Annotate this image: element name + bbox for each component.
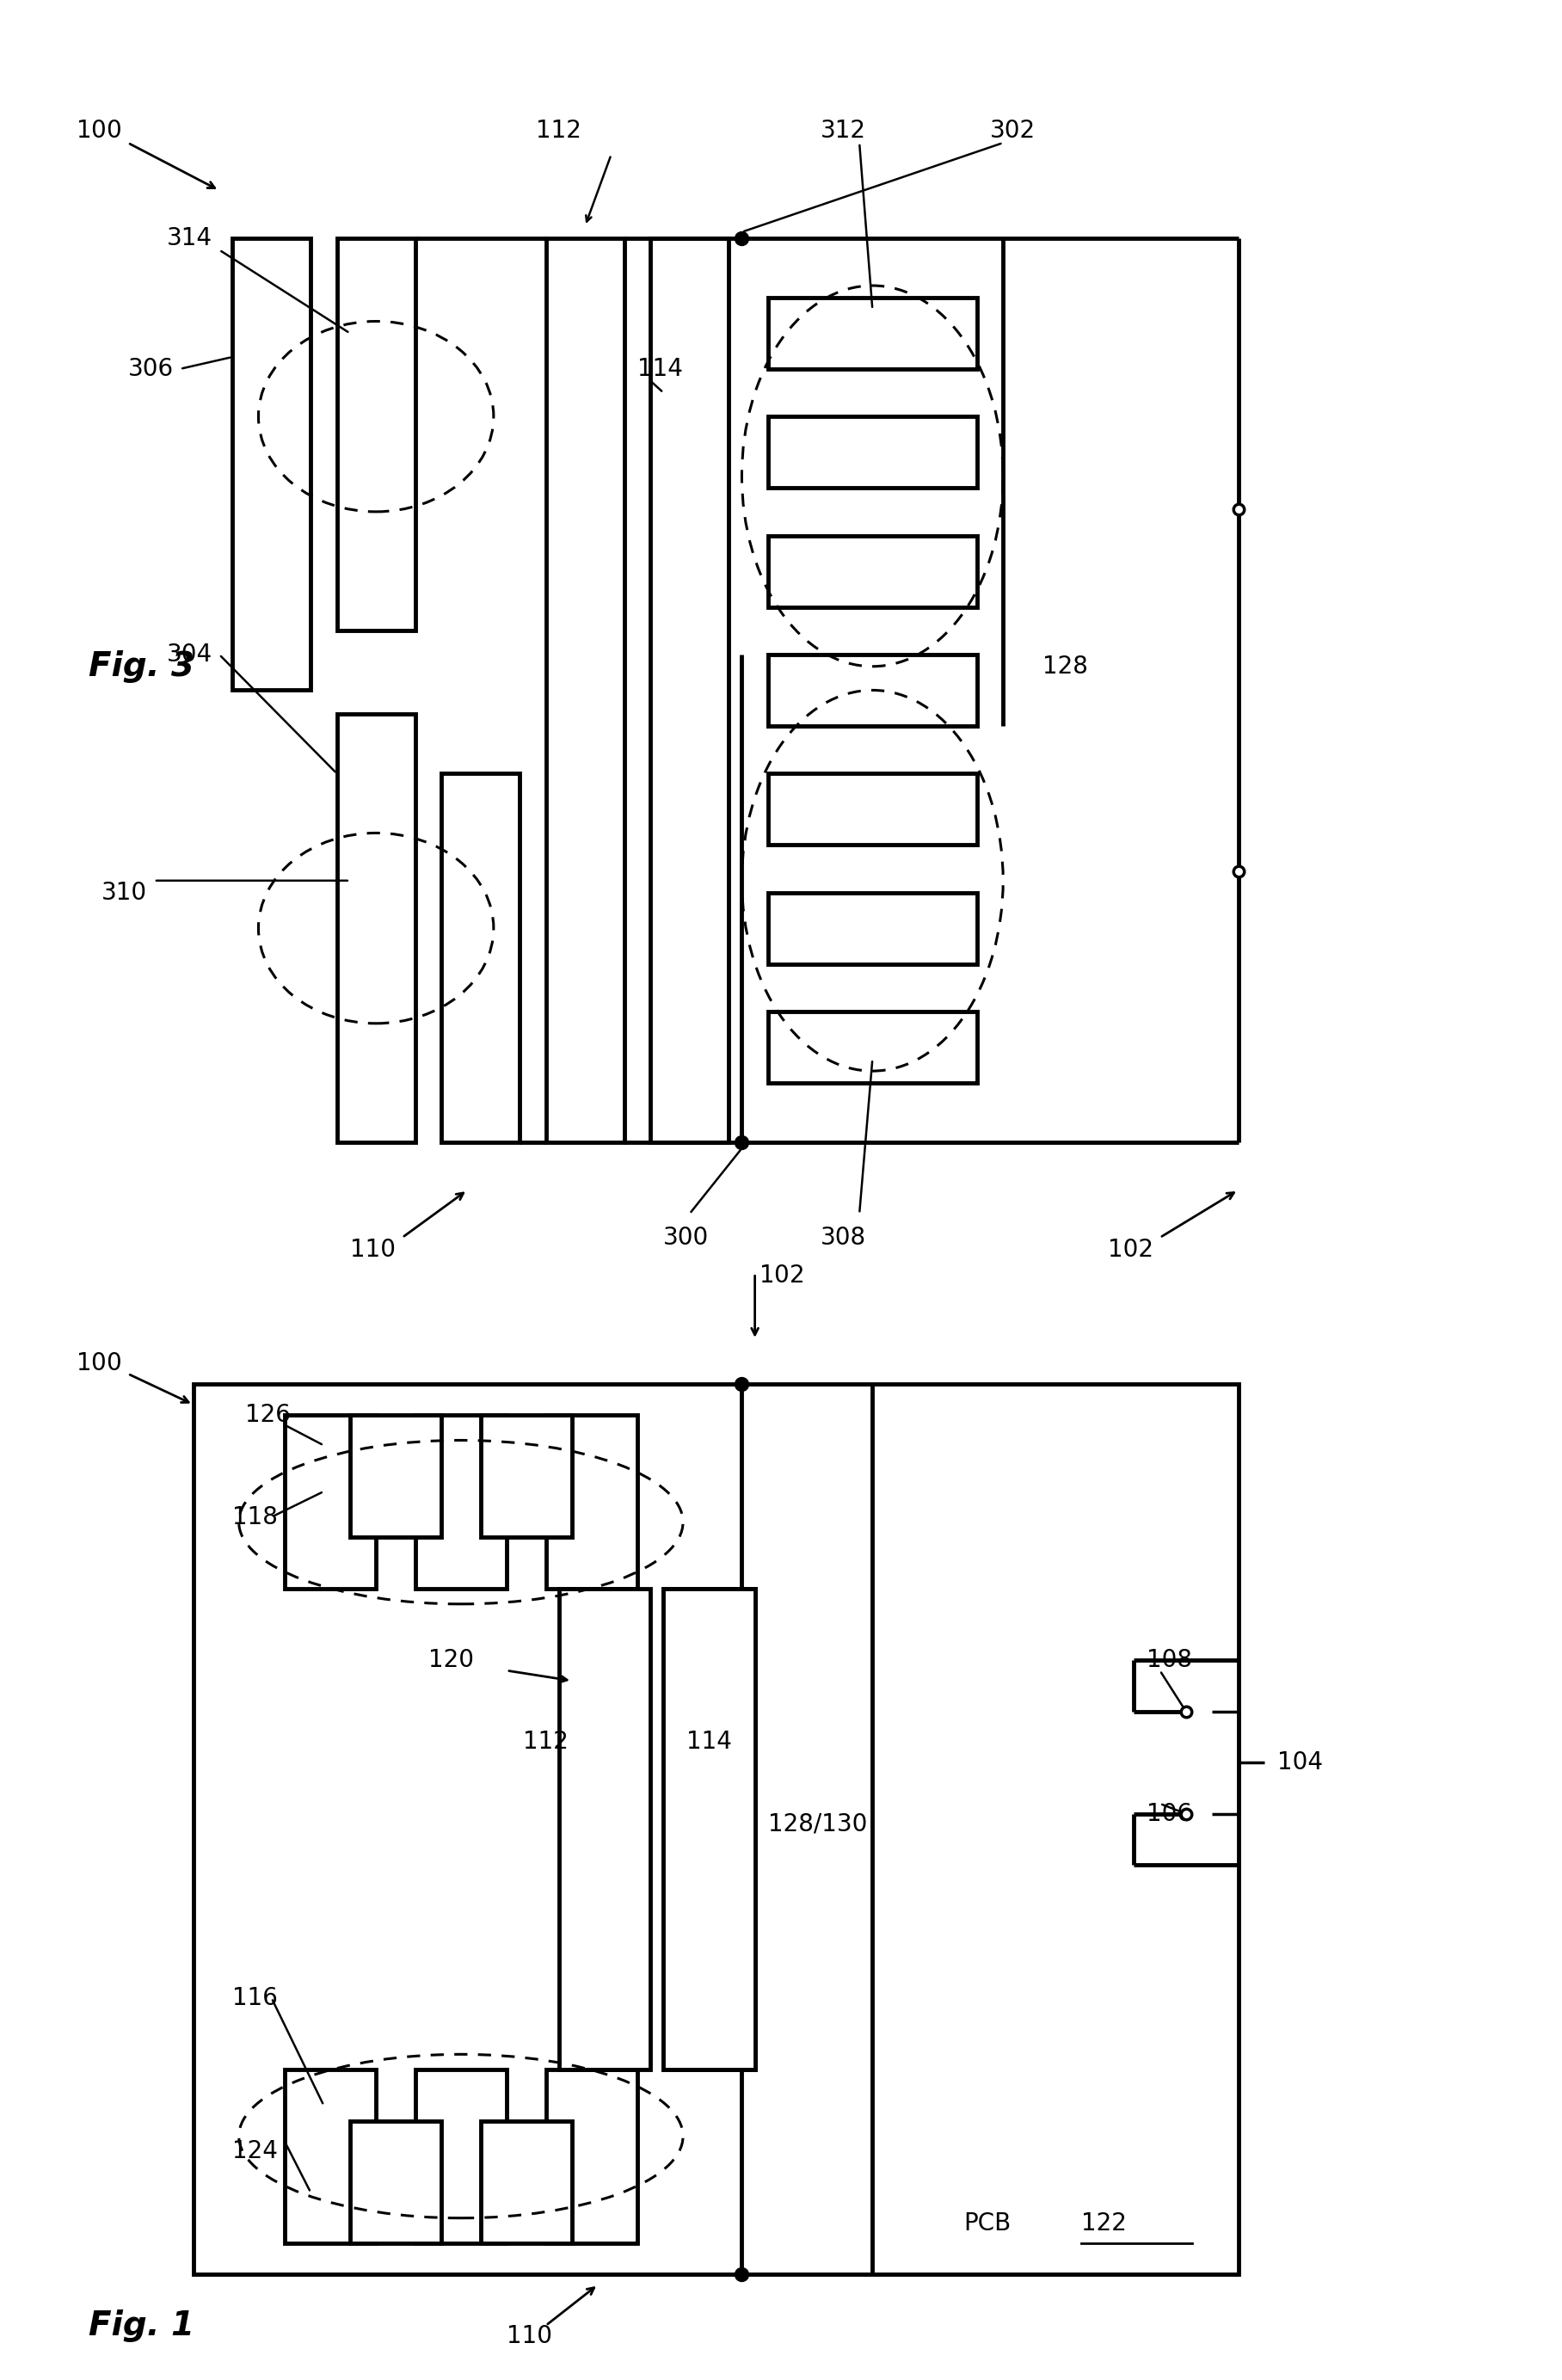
Text: 314: 314	[167, 226, 212, 250]
Text: 112: 112	[523, 1730, 569, 1754]
Text: 110: 110	[506, 2323, 553, 2347]
Bar	[769, 774, 976, 845]
Bar	[769, 536, 976, 607]
Bar	[769, 1011, 976, 1083]
Bar	[415, 2071, 506, 2244]
Text: 114: 114	[637, 357, 683, 381]
Bar	[545, 1414, 637, 1590]
Text: 128/130: 128/130	[769, 1811, 867, 1835]
Text: 300: 300	[664, 1226, 709, 1250]
Text: PCB: PCB	[964, 2211, 1012, 2235]
Bar	[194, 1383, 1239, 2275]
Text: Fig. 3: Fig. 3	[89, 650, 194, 683]
Text: 120: 120	[428, 1649, 473, 1673]
Bar	[337, 238, 415, 631]
Text: 310: 310	[102, 881, 147, 904]
Bar	[350, 1414, 442, 1537]
Bar	[350, 2121, 442, 2244]
Bar	[233, 238, 311, 690]
Bar	[769, 416, 976, 488]
Bar	[664, 1590, 754, 2071]
Bar	[415, 1414, 506, 1590]
Text: 312: 312	[820, 119, 865, 143]
Text: $\mathsf{100}$: $\mathsf{100}$	[75, 1352, 122, 1376]
Text: 106: 106	[1147, 1802, 1192, 1825]
Bar	[284, 2071, 376, 2244]
Bar	[337, 714, 415, 1142]
Text: 118: 118	[233, 1504, 278, 1528]
Text: 110: 110	[350, 1238, 395, 1261]
Text: 116: 116	[233, 1985, 278, 2011]
Text: 306: 306	[128, 357, 173, 381]
Bar	[284, 1414, 376, 1590]
Bar	[442, 774, 520, 1142]
Bar	[769, 892, 976, 964]
Text: 122: 122	[1081, 2211, 1126, 2235]
Text: 102: 102	[1107, 1238, 1153, 1261]
Bar	[545, 238, 625, 1142]
Text: Fig. 1: Fig. 1	[89, 2309, 194, 2342]
Bar	[664, 1590, 754, 2071]
Text: 128: 128	[1042, 654, 1087, 678]
Bar	[769, 654, 976, 726]
Text: 304: 304	[167, 643, 212, 666]
Text: $\mathsf{100}$: $\mathsf{100}$	[75, 119, 122, 143]
Text: 302: 302	[990, 119, 1036, 143]
Text: 108: 108	[1147, 1649, 1192, 1673]
Bar	[769, 298, 976, 369]
Bar	[650, 238, 729, 1142]
Text: 104: 104	[1278, 1752, 1323, 1775]
Bar	[481, 1414, 572, 1537]
Text: 112: 112	[536, 119, 581, 143]
Bar	[769, 654, 976, 726]
Text: 114: 114	[686, 1730, 733, 1754]
Text: 126: 126	[245, 1402, 291, 1426]
Bar	[545, 2071, 637, 2244]
Text: 124: 124	[233, 2140, 278, 2163]
Text: 308: 308	[820, 1226, 865, 1250]
Text: $\mathsf{102}$: $\mathsf{102}$	[759, 1264, 803, 1288]
Bar	[559, 1590, 650, 2071]
Bar	[481, 2121, 572, 2244]
